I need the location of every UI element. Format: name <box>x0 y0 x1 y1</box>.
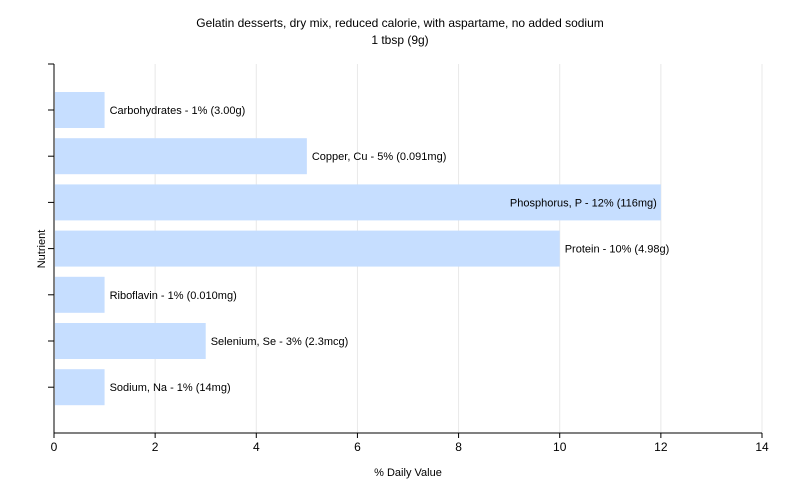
chart-subtitle: 1 tbsp (9g) <box>371 33 428 47</box>
y-axis-label: Nutrient <box>36 230 48 269</box>
bars-group: Carbohydrates - 1% (3.00g) Copper, Cu - 5… <box>48 92 670 406</box>
bar-label: Protein - 10% (4.98g) <box>565 244 670 256</box>
bar <box>55 184 661 221</box>
bar <box>55 323 206 359</box>
x-tick-label: 4 <box>253 440 260 454</box>
chart-title: Gelatin desserts, dry mix, reduced calor… <box>196 16 604 30</box>
bar-label: Carbohydrates - 1% (3.00g) <box>110 105 246 117</box>
bar-label: Phosphorus, P - 12% (116mg) <box>510 197 657 209</box>
x-axis-ticks: 0 2 4 6 8 10 12 14 <box>51 433 769 454</box>
bar <box>55 276 105 313</box>
x-tick-label: 10 <box>553 440 567 454</box>
bar-label: Riboflavin - 1% (0.010mg) <box>110 290 237 302</box>
bar <box>55 230 560 267</box>
bar-label: Copper, Cu - 5% (0.091mg) <box>312 151 447 163</box>
x-tick-label: 8 <box>455 440 462 454</box>
x-tick-label: 12 <box>654 440 668 454</box>
x-tick-label: 2 <box>152 440 159 454</box>
bar <box>55 92 105 128</box>
x-axis-label: % Daily Value <box>374 467 442 479</box>
bar-label: Sodium, Na - 1% (14mg) <box>110 382 231 394</box>
bar <box>55 369 105 406</box>
axes <box>48 63 762 434</box>
x-tick-label: 14 <box>755 440 769 454</box>
bar <box>55 138 307 175</box>
x-tick-label: 6 <box>354 440 361 454</box>
x-tick-label: 0 <box>51 440 58 454</box>
bar-label: Selenium, Se - 3% (2.3mcg) <box>211 336 349 348</box>
